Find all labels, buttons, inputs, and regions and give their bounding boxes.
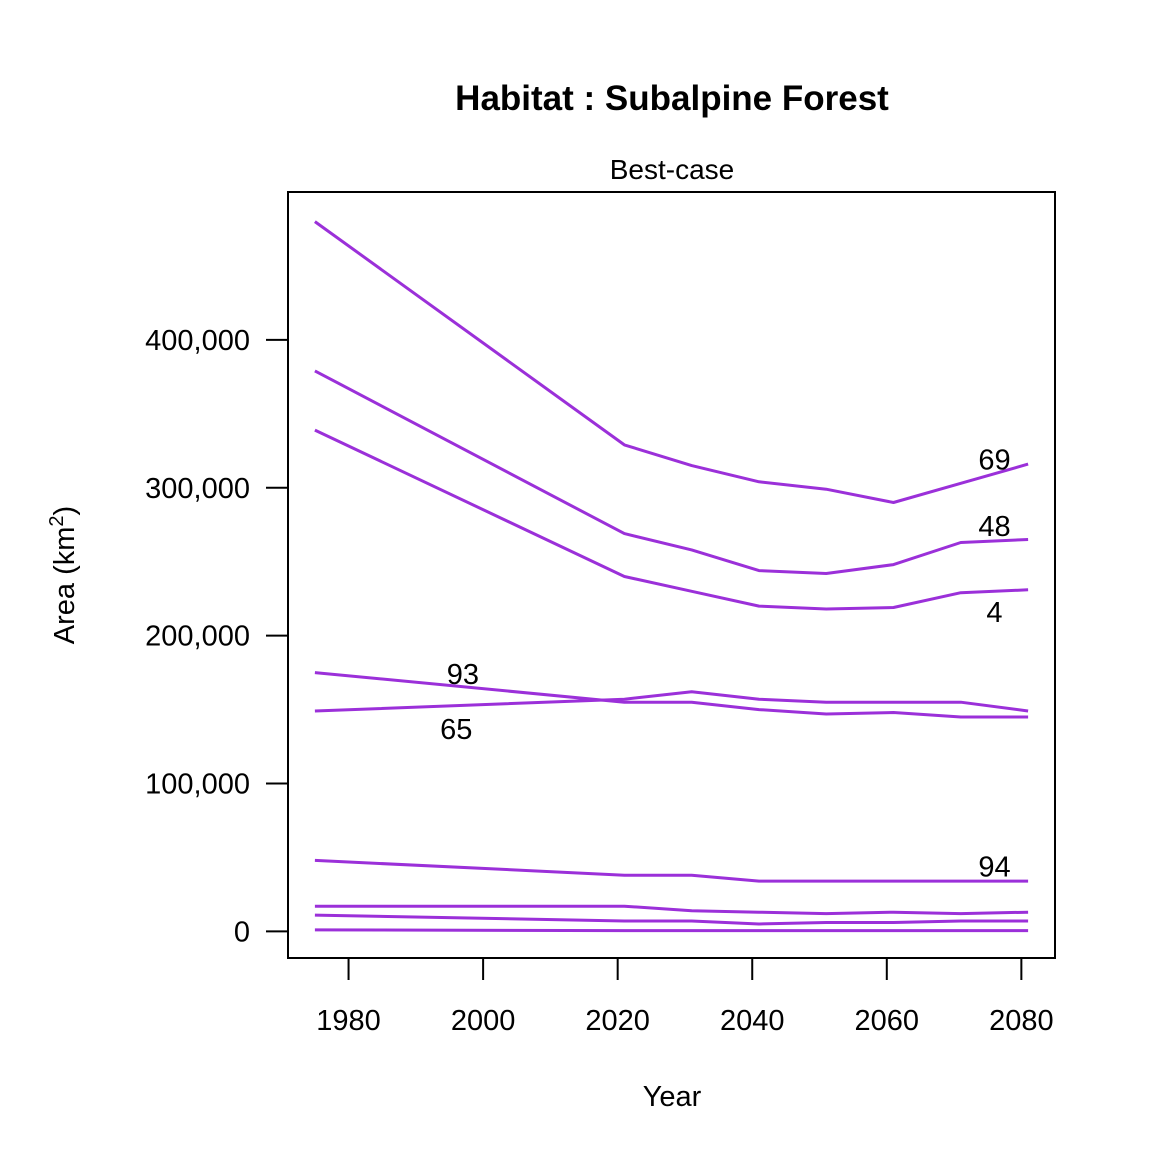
plot-frame [287, 191, 1056, 959]
y-axis-label-close: ) [49, 506, 81, 516]
y-axis: 0 100,000 200,000 300,000 400,000 [145, 325, 289, 948]
x-tick-label: 2060 [855, 1005, 920, 1037]
y-axis-label: Area (km2) [46, 506, 81, 644]
series-label: 48 [978, 511, 1010, 543]
y-tick-label: 300,000 [145, 473, 250, 505]
x-tick-label: 2020 [585, 1005, 650, 1037]
series-label: 4 [986, 597, 1002, 629]
series-lines [314, 220, 1029, 933]
y-tick-label: 0 [234, 916, 250, 948]
series-line [314, 428, 1029, 611]
series-line [314, 369, 1029, 575]
series-labels: 69 48 4 93 65 94 [440, 445, 1011, 884]
series-label: 93 [447, 659, 479, 691]
series-label: 94 [978, 851, 1010, 883]
y-tick-label: 100,000 [145, 769, 250, 801]
chart-title: Habitat : Subalpine Forest [455, 79, 889, 118]
series-line [314, 928, 1029, 933]
series-line [314, 858, 1029, 883]
x-axis: 1980 2000 2020 2040 2060 2080 [316, 957, 1054, 1037]
y-tick-label: 200,000 [145, 621, 250, 653]
x-tick-label: 2040 [720, 1005, 785, 1037]
series-line [314, 220, 1029, 504]
series-line [314, 913, 1029, 926]
x-axis-label: Year [643, 1081, 702, 1113]
series-label: 65 [440, 714, 472, 746]
series-label: 69 [978, 445, 1010, 477]
x-tick-label: 2000 [451, 1005, 516, 1037]
series-line [314, 904, 1029, 916]
chart-subtitle: Best-case [610, 154, 735, 185]
x-tick-label: 1980 [316, 1005, 381, 1037]
y-axis-label-superscript: 2 [46, 515, 68, 526]
series-line [314, 671, 1029, 719]
series-line [314, 690, 1029, 713]
y-axis-label-text: Area (km [49, 527, 81, 645]
x-tick-label: 2080 [989, 1005, 1054, 1037]
y-tick-label: 400,000 [145, 325, 250, 357]
